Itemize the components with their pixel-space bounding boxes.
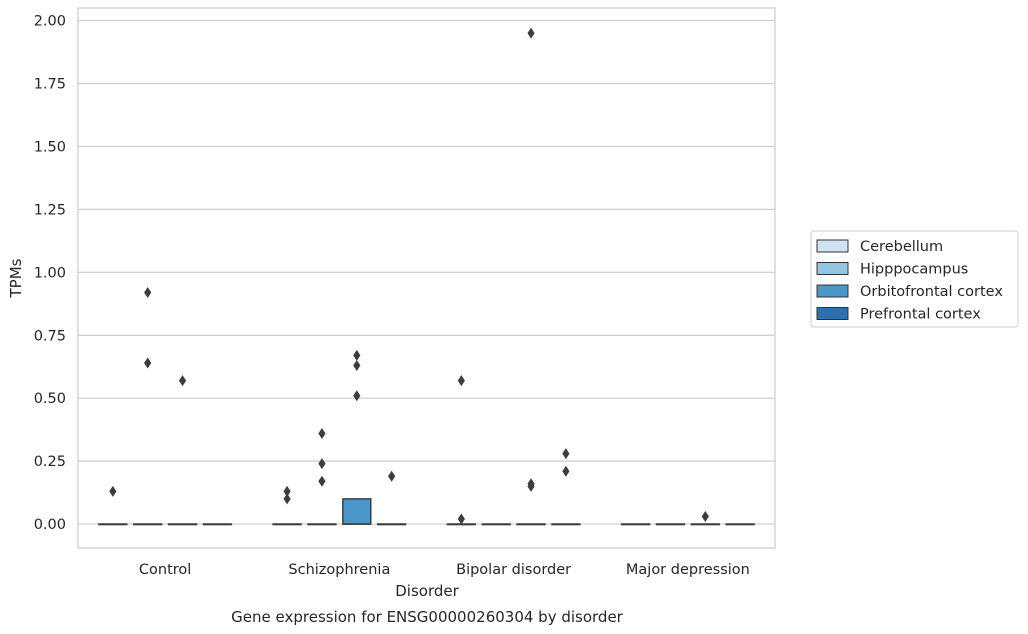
- x-tick-label: Bipolar disorder: [456, 562, 571, 578]
- outlier-point: [353, 359, 361, 371]
- x-tick-labels: Control Schizophrenia Bipolar disorder Majo…: [139, 562, 750, 578]
- outlier-point: [318, 475, 326, 487]
- y-tick-label: 1.00: [34, 265, 66, 281]
- y-tick-label: 0.50: [34, 391, 66, 407]
- outlier-point: [353, 390, 361, 402]
- outlier-point: [283, 485, 291, 497]
- box-group: [516, 27, 546, 526]
- outlier-point: [527, 480, 535, 492]
- outlier-point: [283, 493, 291, 505]
- box-body: [342, 498, 372, 525]
- legend-swatch: [816, 239, 849, 253]
- legend-swatch: [816, 307, 849, 320]
- outlier-point: [562, 465, 570, 477]
- y-tick-label: 2.00: [34, 14, 66, 30]
- box-group: [307, 427, 337, 526]
- boxes-layer: [98, 27, 755, 526]
- x-axis-label: Disorder: [395, 582, 459, 600]
- box-group: [725, 523, 755, 526]
- x-tick-label: Control: [139, 562, 191, 578]
- box-group: [655, 523, 686, 526]
- x-tick-label: Schizophrenia: [288, 562, 390, 578]
- plot-area: [78, 8, 775, 548]
- box-group: [481, 523, 511, 526]
- outlier-point: [527, 27, 535, 39]
- outlier-point: [388, 470, 396, 482]
- legend-label: Prefrontal cortex: [860, 307, 981, 323]
- outlier-point: [109, 485, 117, 497]
- y-axis-label: TPMs: [7, 258, 25, 298]
- legend: Cerebellum Hipppocampus Orbitofrontal cort…: [810, 230, 1019, 328]
- box-group: [98, 485, 128, 526]
- legend-swatch: [816, 284, 849, 298]
- chart-caption: Gene expression for ENSG00000260304 by d…: [231, 608, 624, 626]
- grid-lines: [78, 19, 775, 525]
- outlier-point: [457, 513, 465, 525]
- box-group: [342, 349, 372, 525]
- box-group: [202, 523, 233, 526]
- outlier-point: [353, 349, 361, 361]
- box-group: [551, 448, 581, 526]
- outlier-point: [562, 448, 570, 460]
- y-tick-label: 0.75: [34, 328, 66, 344]
- y-tick-label: 0.00: [34, 517, 66, 533]
- box-group: [690, 511, 720, 526]
- y-tick-label: 1.25: [34, 202, 66, 218]
- y-tick-label: 0.25: [34, 454, 66, 470]
- outlier-point: [701, 511, 709, 523]
- legend-label: Cerebellum: [860, 239, 943, 255]
- box-group: [272, 485, 302, 526]
- legend-label: Orbitofrontal cortex: [860, 284, 1003, 300]
- y-tick-label: 1.75: [34, 77, 66, 93]
- legend-frame: [810, 230, 1019, 328]
- outlier-point: [318, 427, 326, 439]
- legend-label: Hipppocampus: [860, 262, 968, 278]
- box-group: [376, 470, 407, 526]
- outlier-point: [144, 357, 152, 369]
- box-group: [133, 286, 163, 526]
- y-tick-labels: 0.00 0.25 0.50 0.75 1.00 1.25 1.50 1.75 2.00: [34, 14, 66, 533]
- outlier-point: [318, 458, 326, 470]
- legend-swatch: [816, 262, 849, 275]
- box-group: [620, 523, 651, 526]
- outlier-point: [178, 375, 187, 387]
- plot-frame: [77, 7, 776, 549]
- box-group: [446, 375, 477, 526]
- outlier-point: [457, 375, 465, 387]
- outlier-point: [144, 286, 152, 298]
- y-tick-label: 1.50: [34, 139, 66, 155]
- box-group: [167, 375, 198, 526]
- x-tick-label: Major depression: [626, 562, 750, 578]
